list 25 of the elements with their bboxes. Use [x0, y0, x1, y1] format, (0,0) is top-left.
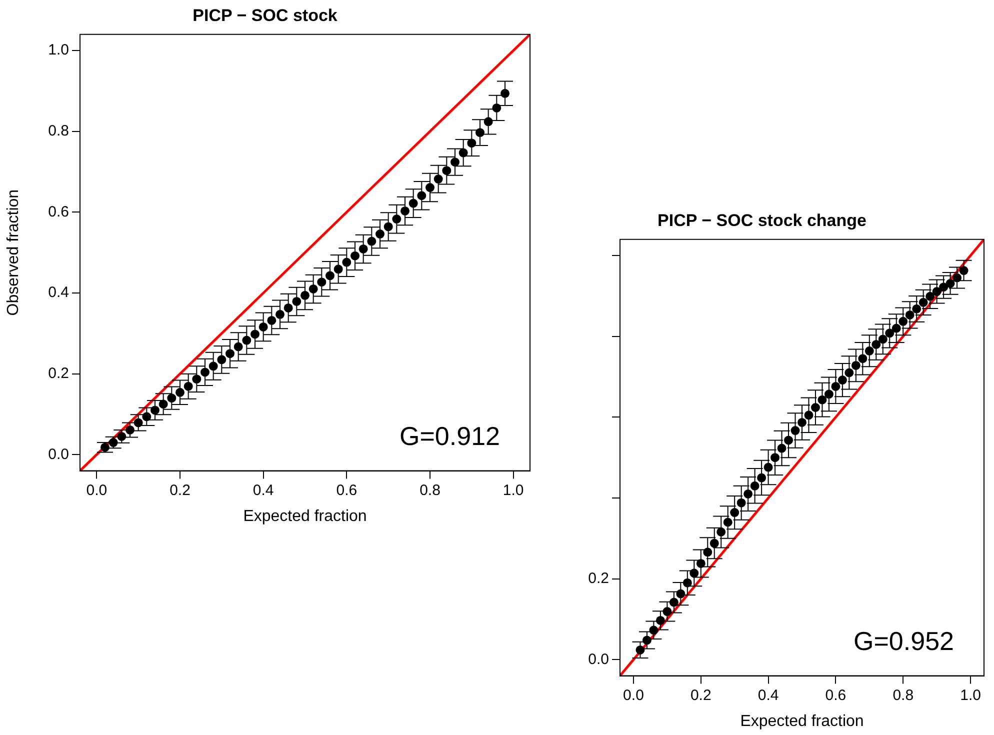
annotation: G=0.952: [854, 626, 954, 656]
y-tick-label: 0.4: [48, 284, 69, 302]
y-tick-label: 0.8: [48, 122, 69, 140]
y-tick-label: 0.0: [48, 446, 69, 463]
x-tick-label: 0.0: [623, 686, 644, 704]
x-tick-label: 0.2: [170, 482, 190, 499]
x-axis-title: Expected fraction: [243, 508, 367, 525]
chart-title: PICP − SOC stock change: [658, 210, 866, 230]
x-tick-label: 1.0: [502, 482, 524, 499]
y-axis-title: Observed fraction: [5, 189, 22, 316]
x-tick-label: 0.4: [252, 482, 274, 499]
y-tick-label: 0.6: [48, 203, 69, 220]
x-tick-label: 0.8: [892, 686, 914, 704]
x-tick-label: 0.6: [825, 686, 846, 704]
y-tick-label: 1.0: [48, 42, 69, 59]
x-axis-title: Expected fraction: [740, 712, 864, 730]
x-tick-label: 0.4: [758, 686, 779, 704]
y-tick-label: 0.2: [48, 364, 69, 382]
chart-title: PICP − SOC stock: [192, 6, 338, 25]
x-tick-label: 0.2: [690, 686, 712, 704]
x-tick-label: 0.0: [86, 482, 108, 499]
annotation: G=0.912: [400, 420, 500, 451]
x-tick-label: 0.8: [420, 482, 440, 499]
x-tick-label: 1.0: [960, 686, 981, 704]
x-tick-label: 0.6: [336, 482, 358, 499]
